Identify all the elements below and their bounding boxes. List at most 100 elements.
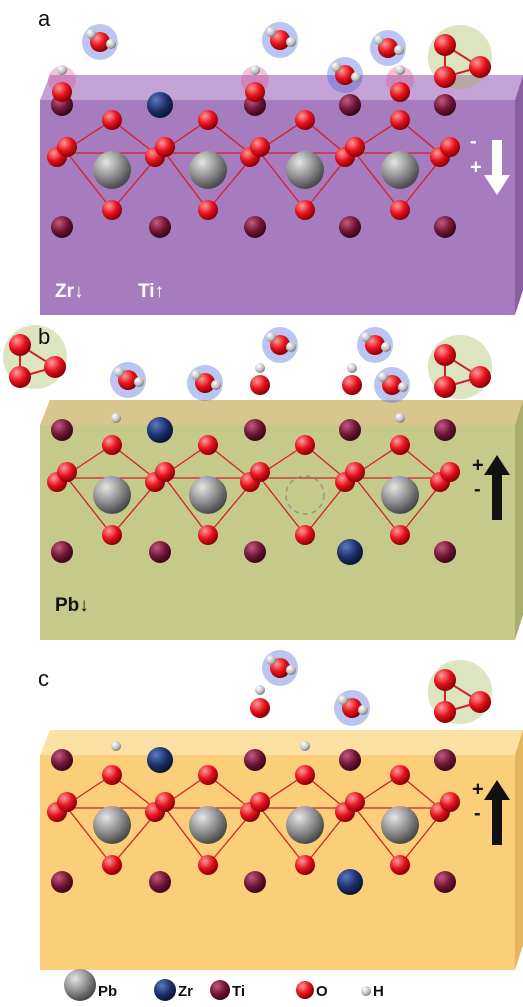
atom-ti (149, 541, 171, 563)
legend-label: O (316, 983, 328, 1000)
atom-o (440, 792, 460, 812)
atom-o (345, 462, 365, 482)
atom-h (106, 39, 116, 49)
atom-o (102, 855, 122, 875)
atom-h (361, 332, 371, 342)
atom-ti (244, 871, 266, 893)
atom-h (286, 37, 296, 47)
atom-zr (337, 539, 363, 565)
atom-o (52, 82, 72, 102)
atom-o (250, 375, 270, 395)
atom-o (295, 435, 315, 455)
atom-o (198, 525, 218, 545)
atom-pb (93, 806, 131, 844)
atom-o (440, 137, 460, 157)
atom-zr (154, 979, 176, 1001)
atom-pb (189, 151, 227, 189)
atom-h (134, 377, 144, 387)
atom-o (250, 698, 270, 718)
atom-o (390, 435, 410, 455)
atom-o (469, 691, 491, 713)
atom-o (390, 110, 410, 130)
atom-pb (93, 476, 131, 514)
atom-ti (339, 419, 361, 441)
atom-ti (149, 871, 171, 893)
polarity-sign: - (474, 478, 481, 500)
atom-o (345, 137, 365, 157)
legend-label: Pb (98, 983, 117, 1000)
atom-o (250, 137, 270, 157)
atom-pb (381, 151, 419, 189)
atom-o (434, 34, 456, 56)
atom-h (358, 705, 368, 715)
atom-h (351, 72, 361, 82)
atom-ti (244, 419, 266, 441)
atom-ti (244, 216, 266, 238)
atom-pb (189, 806, 227, 844)
atom-ti (149, 216, 171, 238)
legend-label: Ti (232, 983, 245, 1000)
atom-o (434, 66, 456, 88)
atom-o (198, 855, 218, 875)
atom-h (331, 62, 341, 72)
polarity-sign: - (474, 802, 481, 824)
atom-ti (434, 419, 456, 441)
atom-o (434, 669, 456, 691)
atom-h (378, 372, 388, 382)
slab-side (515, 75, 523, 315)
atom-ti (339, 749, 361, 771)
atom-ti (51, 541, 73, 563)
slab-side (515, 400, 523, 640)
atom-o (390, 765, 410, 785)
panel-label: a (38, 6, 51, 31)
atom-o (198, 200, 218, 220)
atom-h (395, 413, 405, 423)
atom-o (295, 110, 315, 130)
atom-o (250, 462, 270, 482)
atom-h (255, 363, 265, 373)
atom-ti (339, 94, 361, 116)
polarity-sign: + (470, 156, 482, 178)
atom-h (191, 370, 201, 380)
annotation: Zr↓ (55, 281, 84, 302)
annotation: Ti↑ (138, 281, 164, 302)
atom-h (57, 65, 67, 75)
atom-ti (51, 419, 73, 441)
atom-o (102, 110, 122, 130)
atom-o (295, 765, 315, 785)
atom-h (255, 685, 265, 695)
atom-h (286, 665, 296, 675)
atom-zr (147, 417, 173, 443)
atom-o (57, 462, 77, 482)
atom-h (300, 741, 310, 751)
atom-ti (244, 749, 266, 771)
atom-o (102, 525, 122, 545)
atom-h (266, 655, 276, 665)
atom-o (469, 56, 491, 78)
panel-label: c (38, 666, 49, 691)
atom-o (44, 356, 66, 378)
atom-o (198, 110, 218, 130)
atom-o (469, 366, 491, 388)
annotation: Pb↓ (55, 595, 89, 616)
atom-o (57, 792, 77, 812)
atom-ti (51, 871, 73, 893)
atom-o (342, 375, 362, 395)
atom-h (347, 363, 357, 373)
figure: a b c Zr↓ Ti↑ Pb↓ - + + - + - Pb Zr Ti O… (0, 0, 523, 1007)
atom-o (102, 200, 122, 220)
atom-o (390, 82, 410, 102)
atom-o (198, 765, 218, 785)
atom-pb (189, 476, 227, 514)
atom-pb (286, 806, 324, 844)
atom-ti (244, 541, 266, 563)
polarity-sign: + (472, 454, 484, 476)
atom-zr (147, 92, 173, 118)
atom-ti (210, 980, 230, 1000)
atom-h (111, 741, 121, 751)
atom-o (250, 792, 270, 812)
legend-label: H (373, 983, 384, 1000)
atom-h (266, 27, 276, 37)
atom-h (338, 695, 348, 705)
atom-ti (434, 541, 456, 563)
